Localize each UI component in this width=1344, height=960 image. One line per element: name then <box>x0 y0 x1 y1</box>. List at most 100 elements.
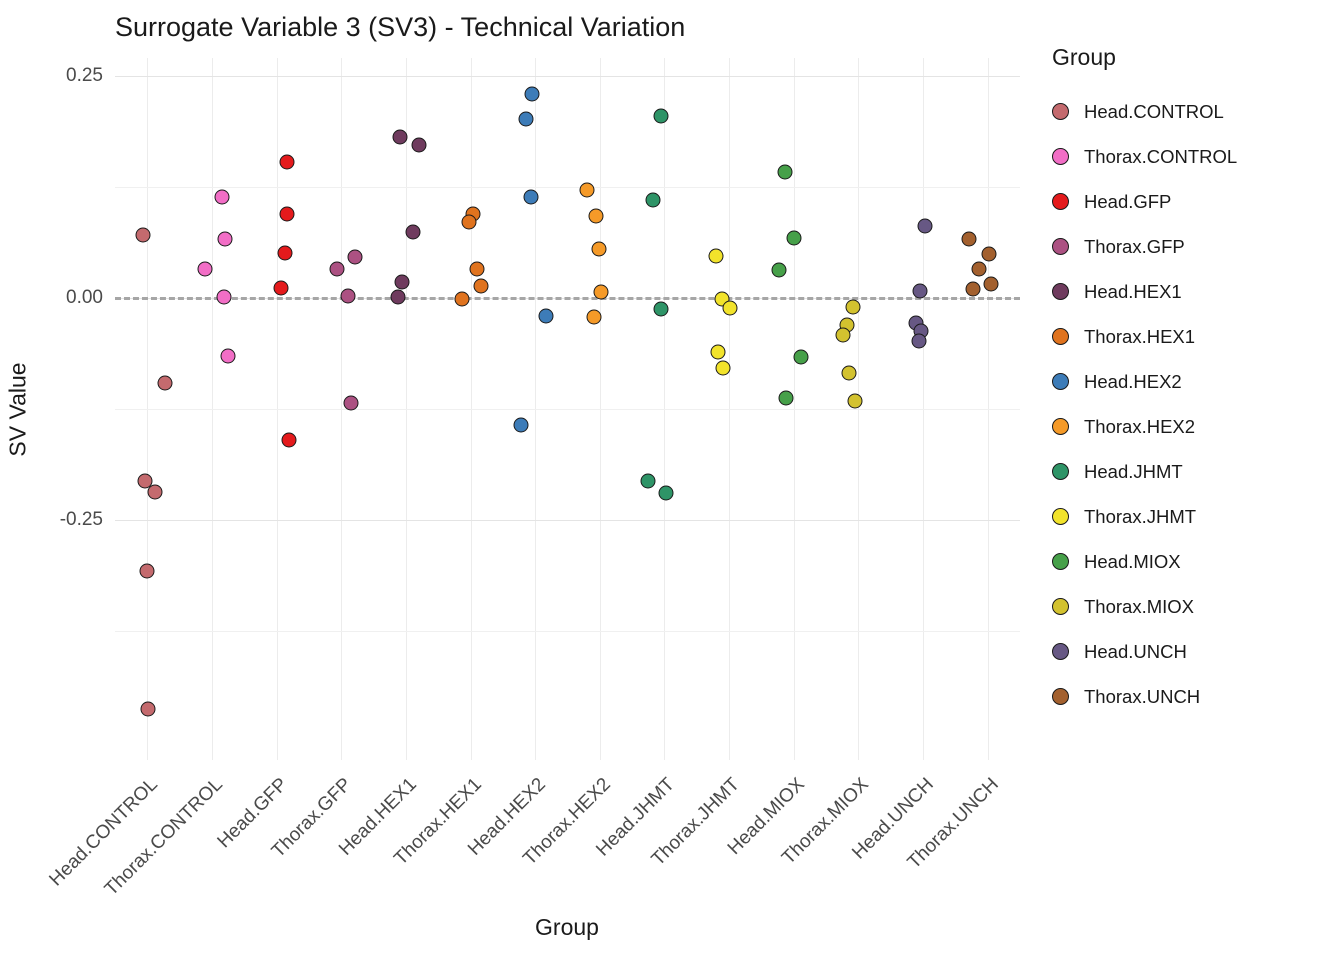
legend-items: Head.CONTROL Thorax.CONTROL Head.GFP Thorax… <box>1052 89 1237 719</box>
data-point <box>513 417 529 433</box>
data-point <box>473 278 489 294</box>
data-point <box>343 395 359 411</box>
y-tick-label: -0.25 <box>59 509 103 531</box>
data-point <box>394 274 410 290</box>
data-point <box>793 349 809 365</box>
chart-title: Surrogate Variable 3 (SV3) - Technical V… <box>115 12 686 42</box>
data-point <box>411 137 427 153</box>
data-point <box>579 182 595 197</box>
data-point <box>523 189 539 205</box>
data-point <box>216 289 232 305</box>
y-axis-title: SV Value <box>4 362 31 457</box>
data-point <box>281 432 297 448</box>
legend-item-label: Head.HEX1 <box>1084 280 1182 302</box>
data-point <box>911 333 927 349</box>
zero-reference-line <box>115 296 1020 300</box>
data-point <box>593 284 609 300</box>
data-point <box>722 300 738 316</box>
data-point <box>771 262 787 278</box>
data-point <box>157 375 173 391</box>
data-point <box>220 348 236 364</box>
legend-item: Thorax.UNCH <box>1052 674 1237 719</box>
legend-swatch <box>1052 643 1069 660</box>
data-point <box>518 111 534 127</box>
legend-item: Thorax.JHMT <box>1052 494 1237 539</box>
legend-item-label: Thorax.HEX2 <box>1084 415 1196 437</box>
legend-item: Head.GFP <box>1052 179 1237 224</box>
data-point <box>912 283 928 299</box>
data-point <box>347 249 363 265</box>
legend-swatch <box>1052 418 1069 435</box>
legend-item-label: Thorax.JHMT <box>1084 505 1197 527</box>
legend-item-label: Head.JHMT <box>1084 460 1183 482</box>
data-point <box>710 344 726 360</box>
data-point <box>640 473 656 489</box>
data-point <box>658 485 674 501</box>
legend-item-label: Head.HEX2 <box>1084 370 1182 392</box>
data-point <box>538 308 554 324</box>
legend-title: Group <box>1052 44 1116 70</box>
data-point <box>279 154 295 170</box>
y-tick-label: 0.25 <box>66 64 103 86</box>
data-point <box>461 214 477 229</box>
gridline-minor <box>115 186 1020 188</box>
legend-swatch <box>1052 508 1069 525</box>
data-point <box>454 291 470 307</box>
data-point <box>392 129 408 145</box>
data-point <box>971 261 987 277</box>
legend-item: Thorax.MIOX <box>1052 584 1237 629</box>
y-tick-label: 0.00 <box>66 286 103 308</box>
data-point <box>835 327 851 343</box>
data-point <box>777 164 793 180</box>
data-point <box>845 299 861 315</box>
data-point <box>273 280 289 296</box>
data-point <box>983 276 999 292</box>
data-point <box>214 189 230 205</box>
legend-item: Head.JHMT <box>1052 449 1237 494</box>
legend-item-label: Head.UNCH <box>1084 640 1187 662</box>
data-point <box>981 246 997 262</box>
legend-item: Head.UNCH <box>1052 629 1237 674</box>
gridline-minor <box>115 631 1020 633</box>
gridline-major <box>115 520 1020 522</box>
data-point <box>653 108 669 124</box>
legend-swatch <box>1052 463 1069 480</box>
legend-item-label: Head.GFP <box>1084 190 1172 212</box>
gridline-major <box>115 75 1020 77</box>
legend-item: Thorax.GFP <box>1052 224 1237 269</box>
data-point <box>961 231 977 247</box>
data-point <box>279 206 295 221</box>
legend-swatch <box>1052 238 1069 255</box>
legend-swatch <box>1052 373 1069 390</box>
data-point <box>588 208 604 224</box>
data-point <box>140 701 156 717</box>
legend-item-label: Head.CONTROL <box>1084 100 1224 122</box>
data-point <box>917 218 933 234</box>
data-point <box>847 393 863 409</box>
data-point <box>469 261 485 277</box>
data-point <box>329 261 345 277</box>
legend-item-label: Thorax.MIOX <box>1084 595 1194 617</box>
data-point <box>786 230 802 246</box>
data-point <box>591 241 607 257</box>
data-point <box>405 224 421 240</box>
legend-item-label: Thorax.CONTROL <box>1084 145 1238 167</box>
legend-swatch <box>1052 328 1069 345</box>
legend-item: Thorax.HEX1 <box>1052 314 1237 359</box>
legend-item-label: Head.MIOX <box>1084 550 1181 572</box>
gridline-minor <box>115 409 1020 410</box>
legend-swatch <box>1052 193 1069 210</box>
legend-item: Head.HEX1 <box>1052 269 1237 314</box>
data-point <box>340 288 356 304</box>
data-point <box>965 281 981 297</box>
legend-item: Thorax.CONTROL <box>1052 134 1237 179</box>
data-point <box>524 86 540 102</box>
legend-swatch <box>1052 148 1069 165</box>
legend-item: Head.HEX2 <box>1052 359 1237 404</box>
data-point <box>135 227 151 243</box>
legend-swatch <box>1052 553 1069 570</box>
legend: Group Head.CONTROL Thorax.CONTROL Head.GFP… <box>1052 44 1237 719</box>
data-point <box>217 231 233 247</box>
legend-item: Thorax.HEX2 <box>1052 404 1237 449</box>
